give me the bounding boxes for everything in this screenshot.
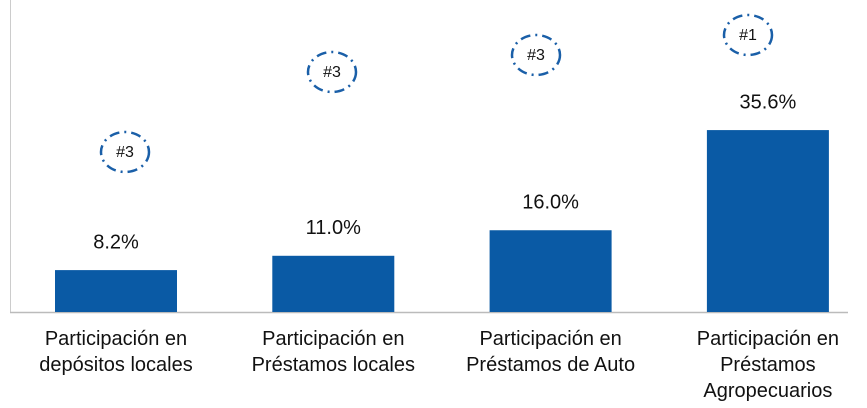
value-label: 35.6% xyxy=(740,91,797,113)
x-tick-line: Préstamos locales xyxy=(252,354,415,376)
x-tick-line: Agropecuarios xyxy=(703,380,832,402)
bar xyxy=(706,130,829,312)
x-tick-label: Participación en Préstamos locales xyxy=(252,328,415,376)
rank-label: #3 xyxy=(323,64,341,81)
x-tick-label: Participación en Préstamos Agropecuarios xyxy=(697,328,839,402)
bar xyxy=(272,255,395,312)
x-tick-line: Participación en xyxy=(697,328,839,350)
x-tick-line: Participación en xyxy=(479,328,621,350)
bar xyxy=(55,270,177,312)
rank-badge xyxy=(306,50,358,94)
bar xyxy=(489,230,612,312)
x-tick-label: Participación en depósitos locales xyxy=(39,328,192,376)
rank-badge xyxy=(510,33,562,77)
value-label: 16.0% xyxy=(522,192,579,214)
value-label: 8.2% xyxy=(93,231,139,253)
rank-badge xyxy=(99,130,151,174)
x-tick-line: depósitos locales xyxy=(39,354,192,376)
rank-label: #3 xyxy=(116,144,134,161)
value-label: 11.0% xyxy=(306,217,361,239)
x-tick-line: Participación en xyxy=(45,328,187,350)
x-tick-line: Participación en xyxy=(262,328,404,350)
x-tick-line: Préstamos xyxy=(720,354,816,376)
rank-label: #1 xyxy=(739,27,757,44)
x-tick-label: Participación en Préstamos de Auto xyxy=(466,328,635,376)
rank-label: #3 xyxy=(527,47,545,64)
rank-badge xyxy=(722,13,774,57)
x-tick-line: Préstamos de Auto xyxy=(466,354,635,376)
